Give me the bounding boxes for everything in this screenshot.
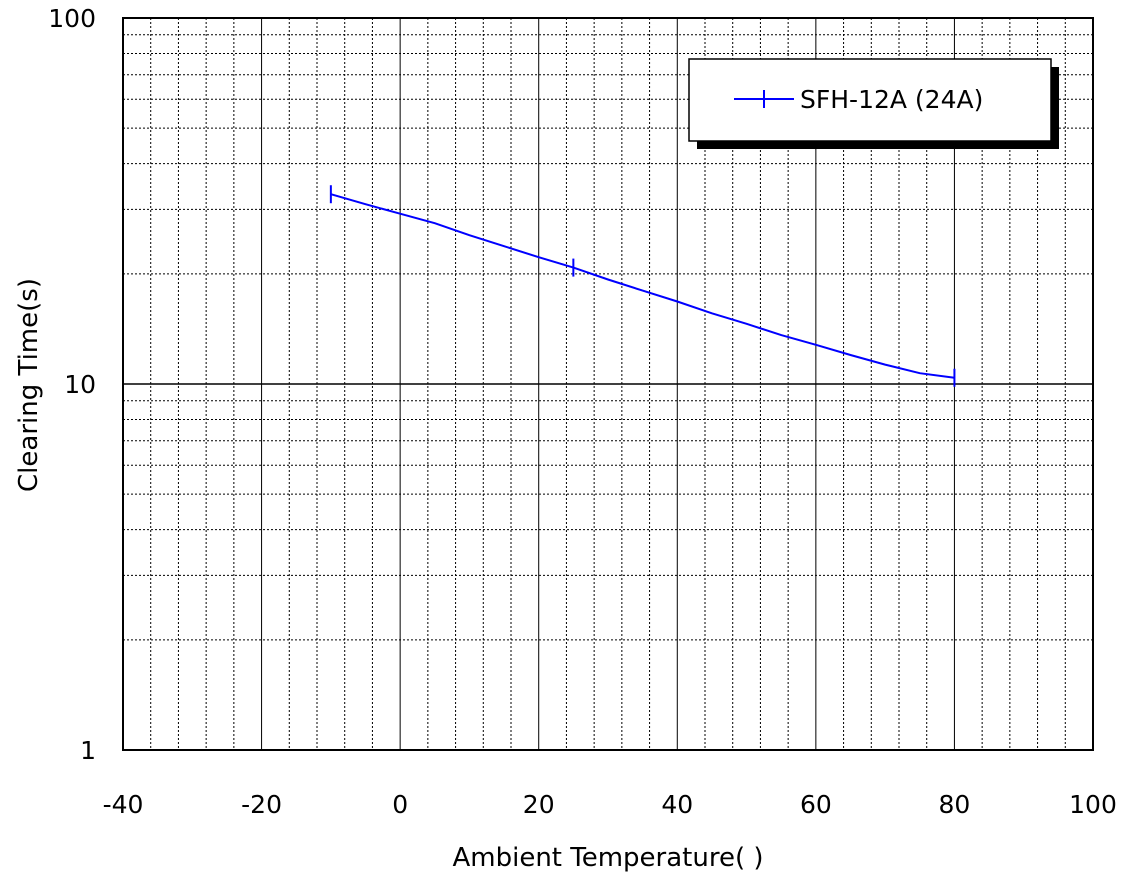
x-tick-label: 40 <box>661 790 693 819</box>
x-tick-label: 80 <box>939 790 971 819</box>
series-line <box>330 193 955 379</box>
legend-entry-label: SFH-12A (24A) <box>800 85 983 114</box>
y-tick-label: 100 <box>48 4 96 33</box>
x-tick-label: 20 <box>523 790 555 819</box>
legend: SFH-12A (24A) <box>688 58 1059 149</box>
x-tick-label: 0 <box>392 790 408 819</box>
grid-layer <box>123 18 1093 750</box>
y-tick-label: 1 <box>80 736 96 765</box>
x-tick-label: -40 <box>103 790 144 819</box>
series-layer <box>329 185 956 387</box>
x-tick-label: -20 <box>241 790 282 819</box>
plot-area-border <box>122 17 1094 751</box>
y-axis-title: Clearing Time(s) <box>14 278 44 492</box>
plot-frame <box>122 17 1094 751</box>
y-tick-label: 10 <box>64 370 96 399</box>
x-axis-title: Ambient Temperature( ) <box>452 843 763 873</box>
tick-labels: -40 -20 0 20 40 60 80 100 1 10 100 <box>48 4 1117 819</box>
x-tick-label: 60 <box>800 790 832 819</box>
x-tick-label: 100 <box>1069 790 1117 819</box>
